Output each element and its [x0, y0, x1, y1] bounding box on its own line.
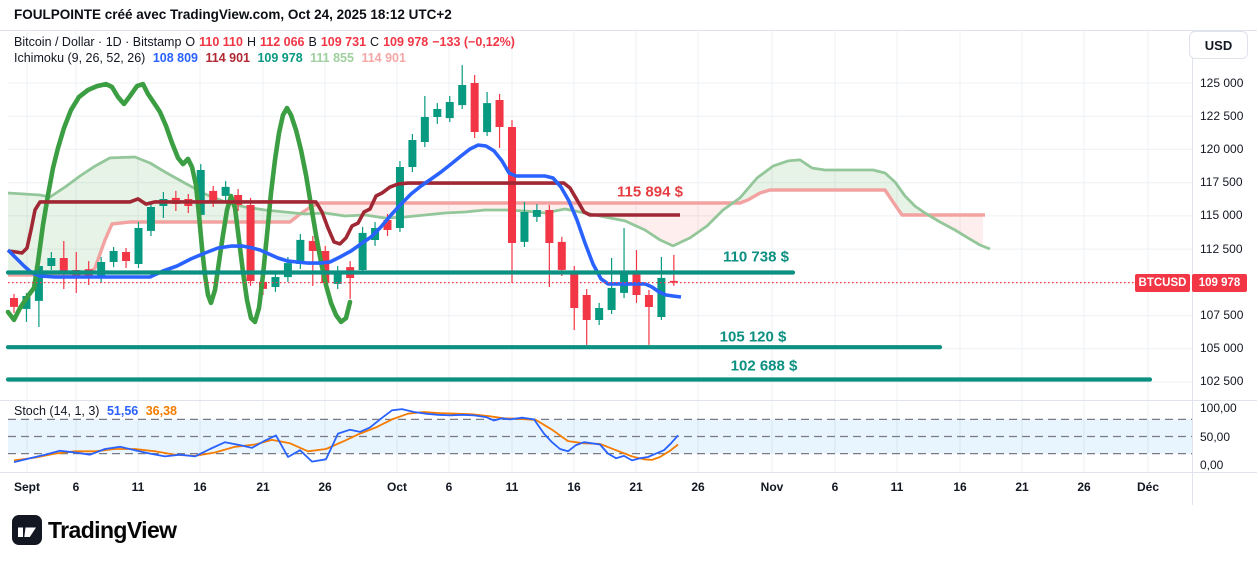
symbol-title[interactable]: Bitcoin / Dollar · 1D · Bitstamp	[14, 35, 182, 49]
time-tick-label: 6	[831, 480, 839, 494]
time-tick-label: 16	[193, 480, 207, 494]
stoch-k-value: 51,56	[106, 404, 139, 418]
ichimoku-spanB-value: 114 901	[361, 51, 406, 65]
currency-toggle-button[interactable]: USD	[1189, 31, 1248, 59]
level-label-105120[interactable]: 105 120 $	[719, 328, 787, 346]
time-tick-label: 26	[318, 480, 332, 494]
last-price-value-badge: 109 978	[1192, 274, 1247, 292]
price-tick-label: 102 500	[1200, 374, 1244, 388]
price-tick-label: 112 500	[1200, 242, 1243, 256]
time-tick-label: 16	[567, 480, 581, 494]
time-tick-label: Oct	[386, 480, 408, 494]
ohlc-low-key: B	[308, 35, 317, 49]
ohlc-high-value: 112 066	[260, 35, 305, 49]
ichimoku-chikou-value: 109 978	[257, 51, 303, 65]
stoch-tick-label: 50,00	[1200, 430, 1231, 444]
stoch-title[interactable]: Stoch (14, 1, 3)	[14, 404, 100, 418]
ichimoku-kijun-value: 114 901	[205, 51, 250, 65]
tradingview-logo-icon[interactable]	[12, 515, 42, 545]
time-tick-label: 26	[1077, 480, 1091, 494]
symbol-legend-row[interactable]: Bitcoin / Dollar · 1D · Bitstamp O 110 110…	[14, 35, 519, 49]
ohlc-close-value: 109 978	[383, 35, 429, 49]
ichimoku-spanA-value: 111 855	[310, 51, 354, 65]
tradingview-wordmark[interactable]: TradingView	[48, 517, 177, 543]
time-tick-label: Sept	[13, 480, 41, 494]
ichimoku-tenkan-value: 108 809	[152, 51, 198, 65]
stoch-tick-label: 100,00	[1200, 401, 1237, 415]
ohlc-high-key: H	[246, 35, 256, 49]
ohlc-open-key: O	[185, 35, 196, 49]
level-label-102688[interactable]: 102 688 $	[730, 357, 798, 375]
time-tick-label: 21	[256, 480, 270, 494]
ichimoku-legend-row[interactable]: Ichimoku (9, 26, 52, 26) 108 809 114 901…	[14, 51, 410, 65]
stoch-tick-label: 0,00	[1200, 458, 1224, 472]
price-tick-label: 120 000	[1200, 142, 1244, 156]
ohlc-low-value: 109 731	[320, 35, 367, 49]
ohlc-close-key: C	[370, 35, 380, 49]
price-tick-label: 115 000	[1200, 208, 1243, 222]
price-tick-label: 125 000	[1200, 76, 1244, 90]
stoch-d-value: 36,38	[145, 404, 177, 418]
page-title: FOULPOINTE créé avec TradingView.com, Oc…	[14, 7, 452, 22]
time-tick-label: Déc	[1136, 480, 1160, 494]
price-tick-label: 122 500	[1200, 109, 1244, 123]
ohlc-open-value: 110 110	[199, 35, 243, 49]
time-tick-label: Nov	[760, 480, 784, 494]
time-tick-label: 11	[890, 480, 904, 494]
time-tick-label: 6	[445, 480, 453, 494]
time-tick-label: 11	[131, 480, 145, 494]
time-tick-label: 6	[72, 480, 80, 494]
stoch-legend-row[interactable]: Stoch (14, 1, 3) 51,56 36,38	[14, 404, 181, 418]
level-label-110738[interactable]: 110 738 $	[723, 248, 789, 266]
ichimoku-title[interactable]: Ichimoku (9, 26, 52, 26)	[14, 51, 146, 65]
last-price-symbol-badge: BTCUSD	[1135, 274, 1190, 292]
price-tick-label: 117 500	[1200, 175, 1243, 189]
change-value: −133 (−0,12%)	[432, 35, 515, 49]
time-tick-label: 16	[953, 480, 967, 494]
price-tick-label: 105 000	[1200, 341, 1244, 355]
time-tick-label: 26	[691, 480, 705, 494]
time-tick-label: 21	[1015, 480, 1029, 494]
time-tick-label: 11	[505, 480, 519, 494]
price-tick-label: 107 500	[1200, 308, 1244, 322]
time-tick-label: 21	[629, 480, 643, 494]
level-label-115894[interactable]: 115 894 $	[617, 183, 683, 201]
